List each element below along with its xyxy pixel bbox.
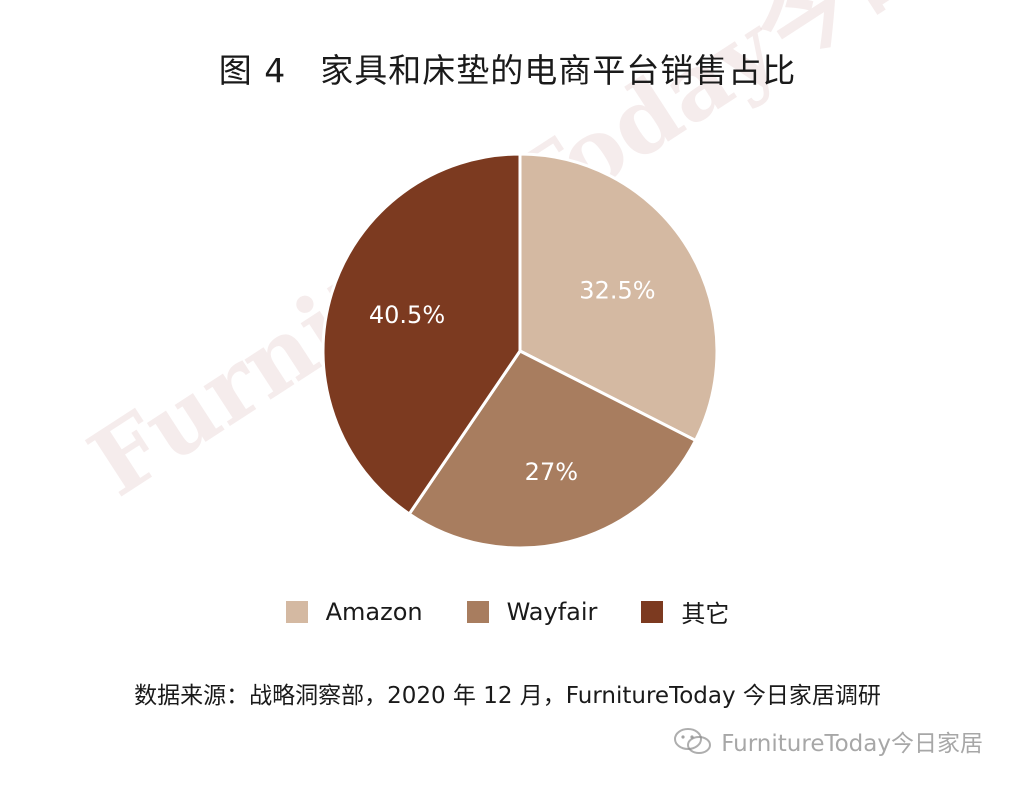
pie-slice-label-amazon: 32.5% xyxy=(579,276,655,304)
wechat-icon xyxy=(674,728,712,754)
footer-watermark-text: FurnitureToday今日家居 xyxy=(721,731,983,757)
legend-swatch-wayfair xyxy=(466,600,489,623)
legend: Amazon Wayfair 其它 xyxy=(0,594,1015,629)
legend-label-other: 其它 xyxy=(681,600,730,628)
legend-item-amazon: Amazon xyxy=(285,594,423,629)
legend-label-amazon: Amazon xyxy=(325,597,423,626)
pie-slice-label-other: 40.5% xyxy=(369,301,445,329)
pie-slice-label-wayfair: 27% xyxy=(525,458,578,486)
legend-swatch-amazon xyxy=(285,600,308,623)
pie-slice-amazon xyxy=(518,152,719,443)
chart-title: 图 4 家具和床垫的电商平台销售占比 xyxy=(218,51,797,90)
pie-slice-other xyxy=(321,152,522,517)
legend-item-other: 其它 xyxy=(641,594,729,629)
source-note: 数据来源：战略洞察部，2020 年 12 月，FurnitureToday 今日… xyxy=(134,683,881,709)
legend-swatch-other xyxy=(641,600,664,623)
pie-slice-wayfair xyxy=(407,349,698,550)
footer-watermark: FurnitureToday今日家居 xyxy=(673,724,983,758)
legend-item-wayfair: Wayfair xyxy=(466,594,598,629)
legend-label-wayfair: Wayfair xyxy=(506,597,598,626)
